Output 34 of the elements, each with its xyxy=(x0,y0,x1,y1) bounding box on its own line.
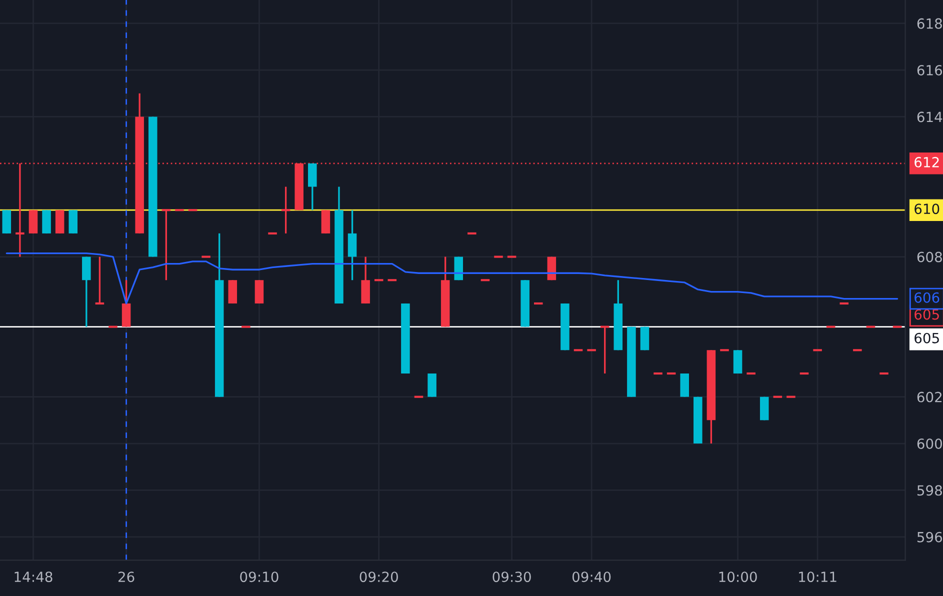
candlestick xyxy=(733,349,742,374)
x-tick-label: 09:20 xyxy=(360,572,398,582)
candlestick xyxy=(2,209,12,234)
x-tick-label: 10:11 xyxy=(799,572,836,582)
candlestick xyxy=(94,256,106,305)
candlestick xyxy=(122,279,131,328)
text: 606 xyxy=(914,292,940,303)
candlestick xyxy=(280,186,292,234)
candlestick xyxy=(228,279,238,304)
candlestick xyxy=(348,209,357,281)
y-tick-label: 602 xyxy=(917,392,942,402)
candlestick xyxy=(55,209,64,234)
candlestick xyxy=(599,326,610,374)
x-tick-label: 09:40 xyxy=(572,572,611,582)
text: 605 xyxy=(914,309,939,320)
y-tick-label: 614 xyxy=(917,112,942,122)
x-tick-label: 26 xyxy=(118,572,134,582)
x-tick-label: 09:30 xyxy=(492,572,531,582)
ref-line-label: 612 xyxy=(914,156,939,168)
candlestick xyxy=(254,279,264,304)
x-tick-label: 10:00 xyxy=(719,572,757,582)
ref-line-label: 610 xyxy=(914,204,940,214)
y-tick-label: 596 xyxy=(917,532,942,542)
x-tick-label: 14:48 xyxy=(14,572,52,582)
y-tick-label: 616 xyxy=(917,65,942,76)
y-tick-label: 618 xyxy=(917,18,942,29)
ref-line-label: 605 xyxy=(914,332,939,344)
candlestick xyxy=(28,209,38,234)
y-tick-label: 600 xyxy=(917,438,942,449)
candlestick xyxy=(160,209,172,281)
y-tick-label: 608 xyxy=(917,252,942,262)
x-tick-label: 09:10 xyxy=(240,572,278,582)
candlestick xyxy=(321,209,330,234)
y-tick-label: 598 xyxy=(917,485,942,496)
